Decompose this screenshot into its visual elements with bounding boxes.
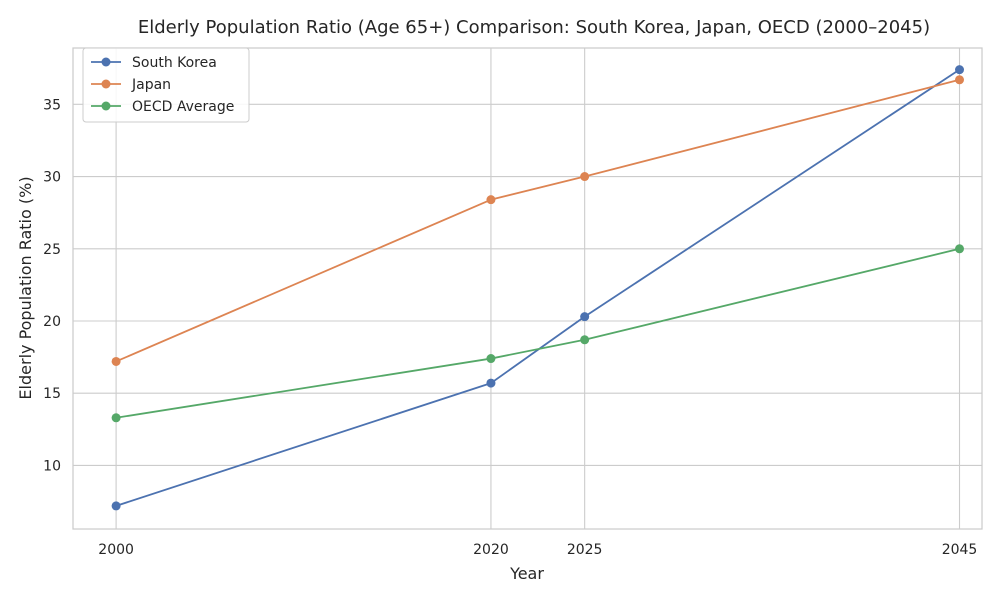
x-tick-label: 2045 [942,542,978,558]
legend: South Korea Japan OECD Average [82,47,250,123]
series-line [115,78,960,363]
legend-swatch-marker [101,57,111,67]
series-line [115,247,960,419]
x-tick-label: 2000 [98,542,134,558]
series-japan [111,75,965,366]
series-south-korea [111,65,965,511]
data-point [111,501,121,511]
legend-label: South Korea [132,55,217,71]
y-axis-ticks: 10 15 20 25 30 35 [43,97,61,474]
y-tick-label: 25 [43,242,61,258]
series-line [115,68,961,507]
x-tick-label: 2025 [567,542,603,558]
data-point [111,356,121,366]
plot-area [72,47,983,530]
data-point [486,378,496,388]
y-tick-label: 20 [43,314,61,330]
x-axis-label: Year [509,564,544,583]
x-axis-ticks: 2000 2020 2025 2045 [98,542,977,558]
y-tick-label: 15 [43,386,61,402]
data-point [111,413,121,423]
series-oecd-average [111,244,965,423]
chart-title: Elderly Population Ratio (Age 65+) Compa… [138,17,930,38]
grid [73,48,982,529]
legend-swatch-marker [101,101,111,111]
data-point [580,172,590,182]
legend-entry: South Korea [91,55,217,71]
data-point [486,354,496,364]
y-tick-label: 10 [43,458,61,474]
data-point [955,244,965,254]
y-tick-label: 35 [43,97,61,113]
data-point [580,312,590,322]
y-axis-label: Elderly Population Ratio (%) [16,176,35,399]
data-point [580,335,590,345]
data-point [955,65,965,75]
legend-box [82,47,250,123]
x-tick-label: 2020 [473,542,509,558]
legend-entry: OECD Average [91,99,234,115]
y-tick-label: 30 [43,170,61,186]
legend-swatch-marker [101,79,111,89]
legend-label: OECD Average [132,99,234,115]
legend-label: Japan [131,77,171,93]
series [111,65,965,511]
data-point [486,195,496,205]
legend-entry: Japan [91,77,171,93]
data-point [955,75,965,85]
